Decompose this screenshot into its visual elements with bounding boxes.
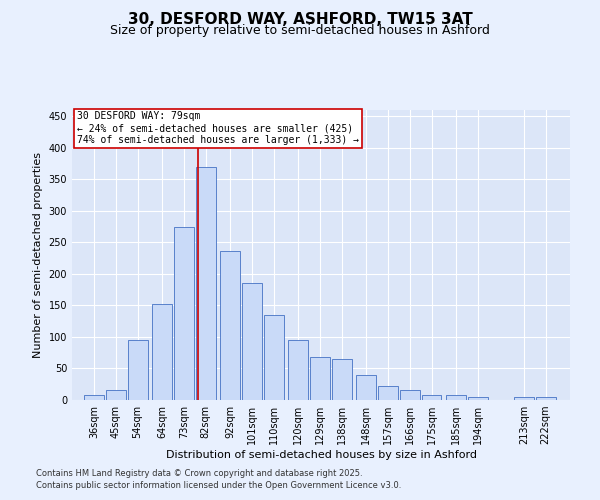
Bar	[514, 397, 534, 400]
Y-axis label: Number of semi-detached properties: Number of semi-detached properties	[33, 152, 43, 358]
Bar	[356, 375, 376, 400]
Bar	[106, 390, 125, 400]
Bar	[242, 284, 262, 400]
Bar	[220, 250, 240, 400]
X-axis label: Distribution of semi-detached houses by size in Ashford: Distribution of semi-detached houses by …	[166, 450, 476, 460]
Bar	[288, 340, 308, 400]
Text: Size of property relative to semi-detached houses in Ashford: Size of property relative to semi-detach…	[110, 24, 490, 37]
Bar	[446, 395, 466, 400]
Bar	[196, 166, 215, 400]
Text: 30, DESFORD WAY, ASHFORD, TW15 3AT: 30, DESFORD WAY, ASHFORD, TW15 3AT	[128, 12, 472, 28]
Bar	[152, 304, 172, 400]
Bar	[310, 357, 330, 400]
Bar	[263, 315, 284, 400]
Bar	[84, 395, 104, 400]
Bar	[468, 397, 488, 400]
Bar	[400, 390, 419, 400]
Text: Contains HM Land Registry data © Crown copyright and database right 2025.: Contains HM Land Registry data © Crown c…	[36, 468, 362, 477]
Text: 30 DESFORD WAY: 79sqm
← 24% of semi-detached houses are smaller (425)
74% of sem: 30 DESFORD WAY: 79sqm ← 24% of semi-deta…	[77, 112, 359, 144]
Bar	[332, 359, 352, 400]
Bar	[422, 395, 442, 400]
Text: Contains public sector information licensed under the Open Government Licence v3: Contains public sector information licen…	[36, 481, 401, 490]
Bar	[128, 340, 148, 400]
Bar	[536, 397, 556, 400]
Bar	[378, 386, 398, 400]
Bar	[174, 226, 194, 400]
